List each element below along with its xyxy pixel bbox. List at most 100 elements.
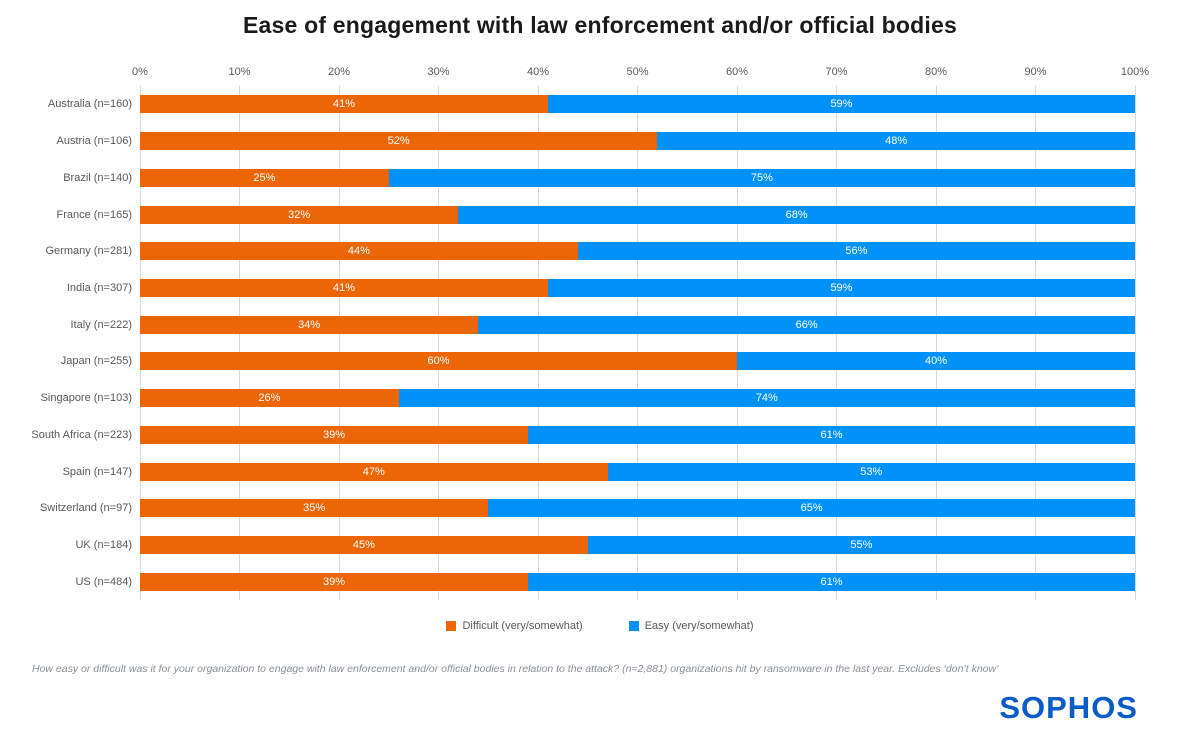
easy-segment: 66% [478,315,1135,334]
data-label: 61% [820,428,843,441]
bar-row: Australia (n=160) 41% 59% [48,86,1135,123]
difficult-segment: 41% [140,95,548,114]
x-axis: 0% 10% 20% 30% 40% 50% 60% 70% 80% 90% 100% [132,62,1149,80]
stacked-bar: 39% 61% [140,572,1135,591]
data-label: 55% [850,538,873,551]
data-label: 34% [298,318,321,331]
difficult-segment: 60% [140,352,737,371]
easy-segment: 68% [458,205,1135,224]
bar-row: US (n=484) 39% 61% [75,563,1135,600]
category-label: South Africa (n=223) [31,428,132,441]
x-axis-tick-label: 100% [1120,66,1150,78]
difficult-segment: 35% [140,499,489,518]
category-label: Spain (n=147) [62,465,132,478]
easy-segment: 61% [528,572,1135,591]
data-label: 47% [362,465,385,478]
legend-label: Easy (very/somewhat) [644,620,754,632]
stacked-bar: 52% 48% [140,132,1135,151]
stacked-bar: 41% 59% [140,95,1135,114]
category-label: Australia (n=160) [47,98,132,111]
stacked-bar: 41% 59% [140,278,1135,297]
difficult-segment: 39% [140,572,529,591]
gridline [836,86,837,600]
stacked-bar: 32% 68% [140,205,1135,224]
category-label: Switzerland (n=97) [39,502,132,515]
data-label: 35% [303,502,326,515]
category-label: Austria (n=106) [56,135,132,148]
data-label: 45% [352,538,375,551]
chart-title: Ease of engagement with law enforcement … [242,12,958,38]
difficult-segment: 45% [140,535,588,554]
category-label: UK (n=184) [75,538,132,551]
category-label: Singapore (n=103) [40,392,132,405]
category-label: India (n=307) [66,281,132,294]
data-label: 75% [750,171,773,184]
legend-swatch-icon [628,621,639,631]
easy-segment: 65% [488,499,1135,518]
footnote-text: How easy or difficult was it for your or… [32,663,999,675]
difficult-segment: 52% [140,132,658,151]
gridline [1035,86,1036,600]
data-label: 40% [924,355,948,368]
x-axis-tick-label: 30% [427,66,450,78]
data-label: 59% [830,98,853,111]
stacked-bar: 45% 55% [140,535,1135,554]
category-label: US (n=484) [75,575,132,588]
difficult-segment: 47% [140,462,608,481]
easy-segment: 75% [388,168,1135,187]
data-label: 53% [860,465,883,478]
category-label: Japan (n=255) [60,355,132,368]
difficult-segment: 32% [140,205,459,224]
data-label: 44% [347,245,370,258]
data-label: 65% [800,502,823,515]
x-axis-tick-label: 0% [132,66,148,78]
bar-row: France (n=165) 32% 68% [56,196,1135,233]
x-axis-tick-label: 60% [725,66,749,78]
difficult-segment: 39% [140,425,529,444]
data-label: 48% [885,135,908,148]
difficult-segment: 34% [140,315,479,334]
difficult-segment: 25% [140,168,389,187]
stacked-bar: 25% 75% [140,168,1135,187]
bar-row: Germany (n=281) 44% 56% [45,233,1135,270]
stacked-bar: 47% 53% [140,462,1135,481]
data-label: 52% [387,135,410,148]
data-label: 66% [795,318,818,331]
easy-segment: 59% [547,95,1135,114]
x-axis-tick-label: 80% [924,66,948,78]
gridline [139,86,141,600]
bar-row: Austria (n=106) 52% 48% [56,123,1135,160]
legend-swatch-icon [446,621,457,631]
category-label: Italy (n=222) [70,318,132,331]
data-label: 39% [323,575,346,588]
x-axis-tick-label: 20% [327,66,351,78]
stacked-bar: 39% 61% [140,425,1135,444]
legend: Difficult (very/somewhat) Easy (very/some… [0,620,1200,632]
easy-segment: 53% [607,462,1135,481]
easy-segment: 59% [547,278,1135,297]
stacked-bar: 35% 65% [140,499,1135,518]
gridline [239,86,240,600]
bar-row: Singapore (n=103) 26% 74% [41,380,1135,417]
difficult-segment: 44% [140,242,578,261]
x-axis-tick-label: 10% [228,66,251,78]
data-label: 25% [253,171,276,184]
easy-segment: 61% [528,425,1135,444]
difficult-segment: 26% [140,389,399,408]
data-label: 74% [755,392,778,405]
x-axis-tick-label: 40% [526,66,550,78]
x-axis-tick-label: 90% [1024,66,1047,78]
bar-row: UK (n=184) 45% 55% [75,527,1135,564]
data-label: 39% [323,428,346,441]
gridline [438,86,439,600]
category-label: Brazil (n=140) [63,171,132,184]
legend-item: Easy (very/somewhat) [628,620,754,632]
data-label: 60% [427,355,450,368]
data-label: 32% [288,208,311,221]
legend-label: Difficult (very/somewhat) [462,620,583,632]
gridline [935,86,937,600]
gridline [338,86,340,600]
easy-segment: 55% [587,535,1135,554]
data-label: 56% [845,245,868,258]
